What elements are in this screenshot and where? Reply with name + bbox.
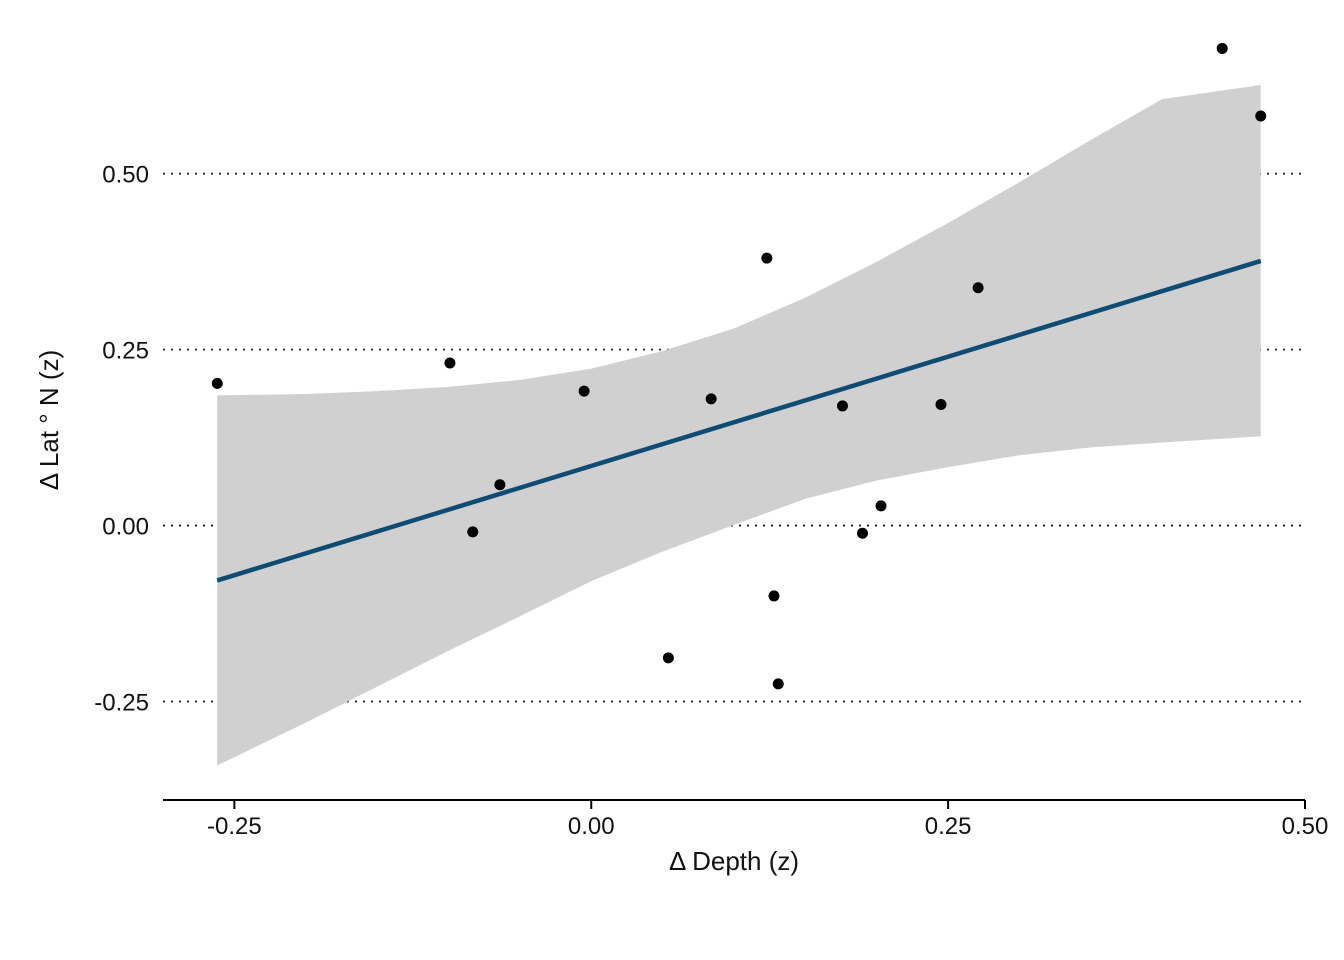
y-tick-label-3: 0.50 (102, 162, 149, 189)
data-point-16 (1255, 110, 1267, 122)
regression-line (216, 258, 1262, 583)
data-point-13 (935, 399, 947, 411)
data-point-4 (578, 385, 590, 397)
data-points (211, 42, 1267, 690)
x-axis: -0.25 0.00 0.25 0.50 (163, 799, 1329, 840)
x-tick-label-3: 0.50 (1282, 813, 1329, 840)
data-point-14 (972, 282, 984, 294)
confidence-band (217, 85, 1261, 766)
y-tick-label-2: 0.25 (102, 338, 149, 365)
y-axis: -0.25 0.00 0.25 0.50 (94, 162, 149, 717)
data-point-6 (705, 393, 717, 405)
y-tick-label-1: 0.00 (102, 514, 149, 541)
fit-line-group (216, 258, 1262, 583)
data-point-0 (211, 377, 223, 389)
y-axis-title: Δ Lat ° N (z) (34, 350, 64, 490)
data-point-15 (1216, 42, 1228, 54)
x-tick-label-0: -0.25 (207, 813, 262, 840)
data-point-9 (772, 678, 784, 690)
y-tick-label-0: -0.25 (94, 689, 149, 716)
data-point-8 (768, 590, 780, 602)
x-tick-label-2: 0.25 (925, 813, 972, 840)
data-point-10 (836, 400, 848, 412)
x-tick-label-1: 0.00 (568, 813, 615, 840)
data-point-1 (444, 357, 456, 369)
data-point-2 (467, 526, 479, 538)
data-point-11 (856, 527, 868, 539)
confidence-band-group (217, 85, 1261, 766)
data-point-7 (761, 252, 773, 264)
data-point-5 (662, 652, 674, 664)
x-axis-title: Δ Depth (z) (669, 846, 799, 876)
data-point-3 (494, 479, 506, 491)
data-point-12 (875, 500, 887, 512)
